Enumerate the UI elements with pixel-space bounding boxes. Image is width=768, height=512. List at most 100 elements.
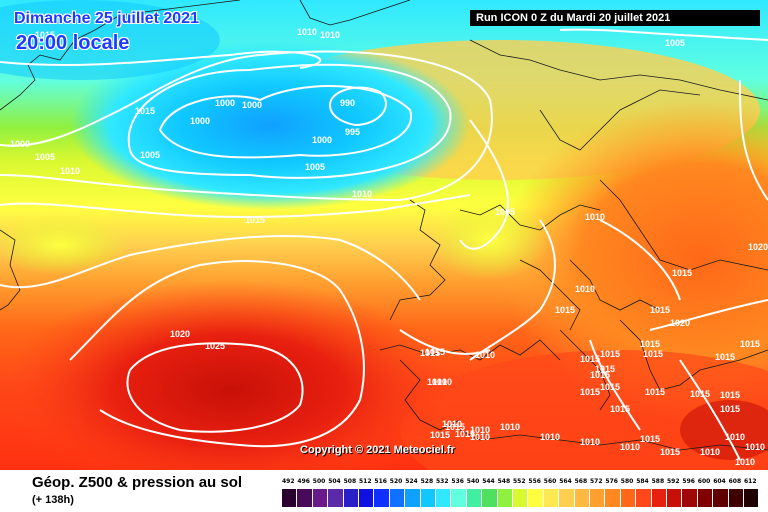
isobar-label: 1005: [140, 150, 160, 160]
isobar-label: 1015: [135, 106, 155, 116]
legend-swatch: [405, 489, 421, 507]
isobar-label: 1010: [745, 442, 765, 452]
isobar-label: 1010: [352, 189, 372, 199]
isobar-label: 1015: [690, 389, 710, 399]
isobar-label: 1015: [720, 404, 740, 414]
isobar-label: 1015: [650, 305, 670, 315]
legend-tick: 516: [374, 478, 387, 485]
isobar-label: 1000: [242, 100, 262, 110]
legend-tick: 580: [620, 478, 634, 485]
legend-swatch: [697, 489, 714, 507]
legend-tick: 536: [451, 478, 464, 485]
isobar-label: 1015: [590, 370, 610, 380]
legend-swatch: [420, 489, 436, 507]
isobar-label: 1015: [600, 349, 620, 359]
isobar-label: 1000: [190, 116, 210, 126]
legend-tick: 496: [297, 478, 310, 485]
isobar-label: 1010: [580, 437, 600, 447]
isobar-label: 1015: [580, 387, 600, 397]
weather-map: 1015 1010 1010 1005 1015 1000 1000 990 1000 995 10…: [0, 0, 768, 470]
legend-tick: 600: [697, 478, 711, 485]
isobar-label: 1015: [35, 30, 55, 40]
isobar-label: 1015: [555, 305, 575, 315]
isobar-label: 1010: [620, 442, 640, 452]
legend-swatch: [466, 489, 483, 507]
legend-tick: 520: [389, 478, 403, 485]
legend-swatch: [682, 489, 698, 507]
legend-tick: 548: [497, 478, 511, 485]
isobar-label: 1015: [660, 447, 680, 457]
legend-tick: 560: [543, 478, 557, 485]
isobar-label: 1010: [725, 432, 745, 442]
legend-swatch: [651, 489, 667, 507]
isobar-label: 1015: [643, 349, 663, 359]
legend-bar: Géop. Z500 & pression au sol (+ 138h) 49…: [0, 470, 768, 512]
coastlines: [0, 0, 768, 451]
legend-swatch: [744, 489, 760, 507]
isobar-label: 1020: [748, 242, 768, 252]
legend-swatch: [636, 489, 652, 507]
legend-tick: 584: [636, 478, 649, 485]
z500-high: [0, 280, 460, 470]
legend-tick: 524: [405, 478, 418, 485]
legend-swatch: [374, 489, 390, 507]
isobar-label: 1010: [432, 377, 452, 387]
valid-date: Dimanche 25 juillet 2021: [14, 10, 199, 27]
isobar-label: 1010: [575, 284, 595, 294]
legend-title: Géop. Z500 & pression au sol: [32, 474, 243, 491]
isobar-label: 1020: [670, 318, 690, 328]
isobar-label: 1010: [540, 432, 560, 442]
isobar-label: 1010: [427, 377, 447, 387]
isobar-label: 1015: [420, 348, 440, 358]
isobar-label: 1000: [215, 98, 235, 108]
isobar-label: 1005: [35, 152, 55, 162]
isobar-label: 1010: [297, 27, 317, 37]
legend-swatch: [312, 489, 329, 507]
legend-swatch: [574, 489, 590, 507]
legend-swatch: [282, 489, 298, 507]
isobar-label: 1005: [495, 207, 515, 217]
isobar-label: 1005: [665, 38, 685, 48]
valid-time: 20:00 locale: [16, 32, 130, 54]
isobar-label: 1015: [245, 215, 265, 225]
legend-swatch: [605, 489, 621, 507]
forecast-lead: (+ 138h): [32, 494, 74, 506]
copyright: Copyright © 2021 Meteociel.fr: [300, 444, 455, 456]
isobar-label: 1015: [455, 429, 475, 439]
legend-tick: 564: [559, 478, 572, 485]
isobar-label: 1010: [475, 350, 495, 360]
isobar-label: 1015: [610, 404, 630, 414]
legend-tick: 572: [590, 478, 603, 485]
isobar-label: 1015: [672, 268, 692, 278]
legend-tick: 612: [744, 478, 757, 485]
legend-tick: 492: [282, 478, 295, 485]
legend-tick: 604: [713, 478, 726, 485]
isobar-label: 1015: [720, 390, 740, 400]
legend-tick: 504: [328, 478, 341, 485]
legend-swatch: [389, 489, 406, 507]
isobar-label: 1010: [320, 30, 340, 40]
isobar-label: 990: [340, 98, 355, 108]
legend-tick: 544: [482, 478, 495, 485]
isobar-label: 1015: [595, 364, 615, 374]
legend-tick: 512: [359, 478, 372, 485]
legend-swatch: [297, 489, 313, 507]
legend-swatch: [620, 489, 637, 507]
legend-tick: 592: [667, 478, 680, 485]
legend-swatch: [713, 489, 729, 507]
color-scale: 492 496 500 504 508 512 516 520 524 528 532 536 540 5…: [282, 478, 760, 508]
isobar-label: 1010: [735, 457, 755, 467]
legend-tick: 528: [420, 478, 434, 485]
isobar-label: 1000: [312, 135, 332, 145]
z500-warm-south: [400, 350, 768, 470]
isobars: [0, 28, 768, 461]
isobar-label: 1015: [430, 430, 450, 440]
legend-tick: 576: [605, 478, 618, 485]
isobar-label: 1015: [425, 347, 445, 357]
legend-swatch: [559, 489, 575, 507]
legend-tick: 568: [574, 478, 588, 485]
isobar-label: 1010: [442, 419, 462, 429]
isobar-label: 1015: [740, 339, 760, 349]
